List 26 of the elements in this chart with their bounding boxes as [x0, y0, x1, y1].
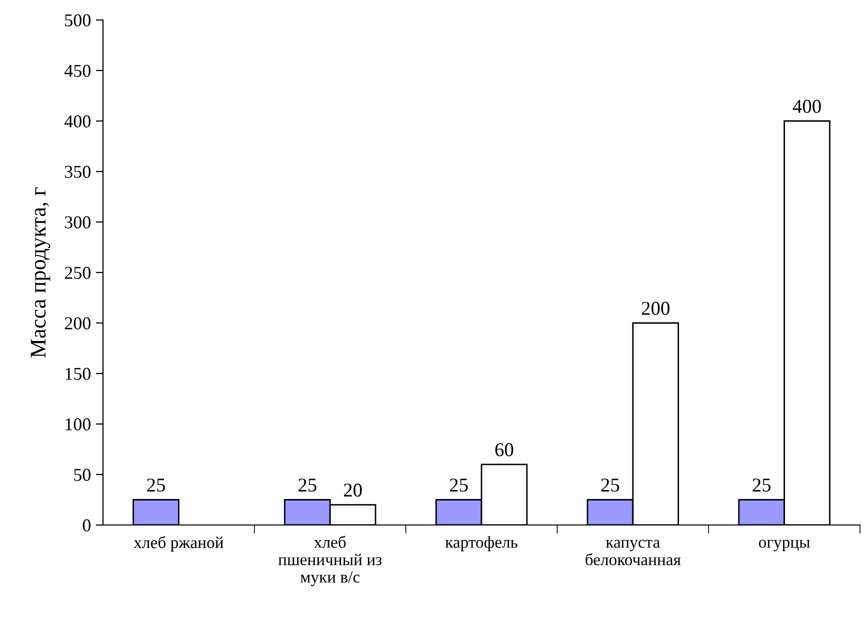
- y-axis-title: Масса продукта, г: [30, 187, 50, 358]
- x-tick-label: капуста белокочанная: [586, 540, 681, 566]
- y-tick-label: 350: [64, 166, 91, 178]
- data-label: 400: [792, 100, 821, 113]
- y-tick-label: 150: [66, 368, 91, 380]
- y-tick-label: 300: [64, 216, 91, 228]
- data-label: 25: [298, 478, 316, 492]
- y-tick-label: 450: [64, 64, 91, 77]
- data-label: 25: [601, 478, 620, 492]
- data-label: 20: [344, 484, 362, 497]
- data-label: 25: [147, 478, 165, 492]
- y-tick-label: 250: [64, 266, 91, 279]
- data-label: 60: [495, 443, 514, 456]
- x-tick-label: картофель: [445, 536, 518, 552]
- data-label: 25: [450, 478, 468, 492]
- data-label: 25: [752, 478, 771, 492]
- x-tick-label: огурцы: [758, 540, 810, 552]
- y-tick-label: 400: [64, 115, 91, 128]
- y-tick-label: 200: [64, 317, 91, 330]
- data-label: 200: [642, 302, 670, 315]
- y-tick-label: 500: [65, 14, 91, 26]
- x-tick-label: хлеб пшеничный из муки в/с: [278, 536, 382, 586]
- y-tick-label: 0: [82, 519, 91, 532]
- y-tick-label: 100: [66, 418, 91, 430]
- x-tick-label: хлеб ржаной: [134, 536, 224, 552]
- y-tick-label: 50: [74, 468, 91, 481]
